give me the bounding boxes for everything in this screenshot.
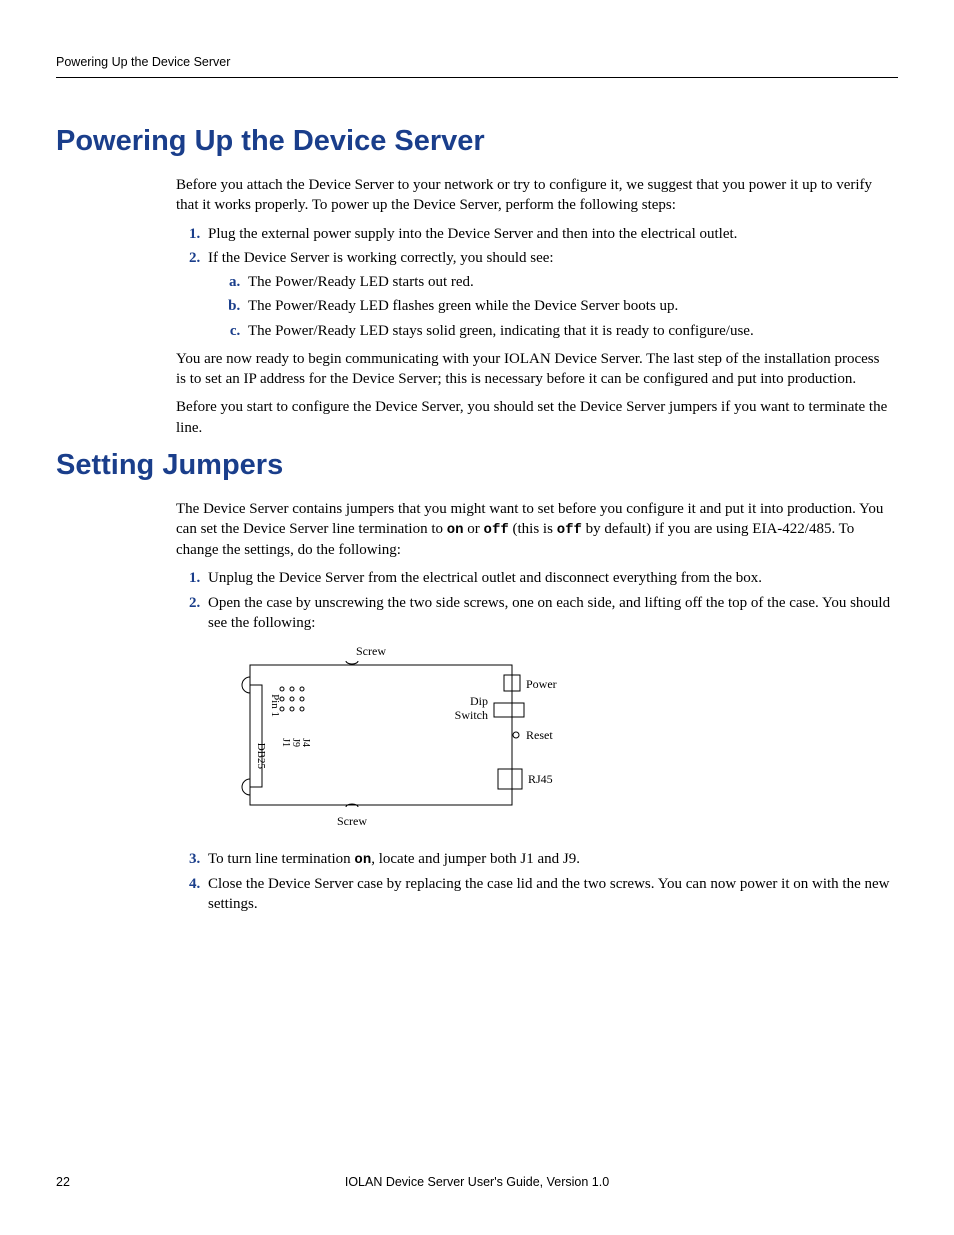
section2-intro-mid2: (this is xyxy=(509,521,557,537)
page-footer: 22 IOLAN Device Server User's Guide, Ver… xyxy=(56,1174,898,1191)
section1-step-2-text: If the Device Server is working correctl… xyxy=(208,250,554,266)
section2-steps: Unplug the Device Server from the electr… xyxy=(176,568,892,914)
board-diagram-svg: Screw DB25 Pin 1 xyxy=(236,643,566,833)
section2-step-2-text: Open the case by unscrewing the two side… xyxy=(208,595,890,631)
label-j9: J9 xyxy=(290,738,301,747)
j4-pin3 xyxy=(300,707,304,711)
page: Powering Up the Device Server Powering U… xyxy=(0,0,954,1235)
section1-step-2: If the Device Server is working correctl… xyxy=(204,248,892,341)
db25-connector xyxy=(250,685,262,787)
label-j1: J1 xyxy=(280,738,291,747)
section1-substeps: The Power/Ready LED starts out red. The … xyxy=(208,272,892,341)
screw-top-icon xyxy=(346,661,358,664)
label-dip: Dip xyxy=(470,694,488,708)
label-pin1: Pin 1 xyxy=(269,694,281,717)
section2-intro-off2: off xyxy=(557,522,582,538)
footer-title: IOLAN Device Server User's Guide, Versio… xyxy=(276,1174,678,1191)
label-switch: Switch xyxy=(455,708,488,722)
section2-intro-mid: or xyxy=(464,521,484,537)
label-reset: Reset xyxy=(526,728,553,742)
section1-step-2c: The Power/Ready LED stays solid green, i… xyxy=(244,321,892,341)
dip-switch-box xyxy=(494,703,524,717)
j4-pin2 xyxy=(300,697,304,701)
section2-intro-off1: off xyxy=(484,522,509,538)
section2-step-3: To turn line termination on, locate and … xyxy=(204,849,892,870)
reset-hole xyxy=(513,732,519,738)
section2-body: The Device Server contains jumpers that … xyxy=(176,499,892,915)
db25-ears xyxy=(242,677,250,795)
label-screw-top: Screw xyxy=(356,644,386,658)
section1-step-2a: The Power/Ready LED starts out red. xyxy=(244,272,892,292)
section-title-setting-jumpers: Setting Jumpers xyxy=(56,446,898,485)
section1-step-1: Plug the external power supply into the … xyxy=(204,224,892,244)
section2-step-2: Open the case by unscrewing the two side… xyxy=(204,593,892,840)
running-head: Powering Up the Device Server xyxy=(56,54,898,78)
section2-intro-on: on xyxy=(447,522,464,538)
rj45-connector xyxy=(498,769,522,789)
section2-step-3-post: , locate and jumper both J1 and J9. xyxy=(371,851,580,867)
section1-para2: You are now ready to begin communicating… xyxy=(176,349,892,390)
board-diagram: Screw DB25 Pin 1 xyxy=(236,643,892,839)
section2-intro: The Device Server contains jumpers that … xyxy=(176,499,892,560)
section1-step-2b: The Power/Ready LED flashes green while … xyxy=(244,296,892,316)
label-rj45: RJ45 xyxy=(528,772,553,786)
board-outline xyxy=(250,665,512,805)
section1-steps: Plug the external power supply into the … xyxy=(176,224,892,341)
j9-pin1 xyxy=(290,687,294,691)
section2-step-3-on: on xyxy=(354,852,371,868)
label-power: Power xyxy=(526,677,557,691)
section2-step-4: Close the Device Server case by replacin… xyxy=(204,874,892,915)
j9-pin2 xyxy=(290,697,294,701)
label-db25: DB25 xyxy=(255,743,267,770)
j4-pin1 xyxy=(300,687,304,691)
j1-pin1 xyxy=(280,687,284,691)
section1-body: Before you attach the Device Server to y… xyxy=(176,175,892,438)
j9-pin3 xyxy=(290,707,294,711)
page-number: 22 xyxy=(56,1174,276,1191)
label-j4: J4 xyxy=(300,738,311,747)
section-title-powering-up: Powering Up the Device Server xyxy=(56,122,898,161)
label-screw-bottom: Screw xyxy=(337,814,367,828)
section2-step-1: Unplug the Device Server from the electr… xyxy=(204,568,892,588)
footer-right-spacer xyxy=(678,1174,898,1191)
section2-step-3-pre: To turn line termination xyxy=(208,851,354,867)
section1-intro: Before you attach the Device Server to y… xyxy=(176,175,892,216)
section1-para3: Before you start to configure the Device… xyxy=(176,397,892,438)
